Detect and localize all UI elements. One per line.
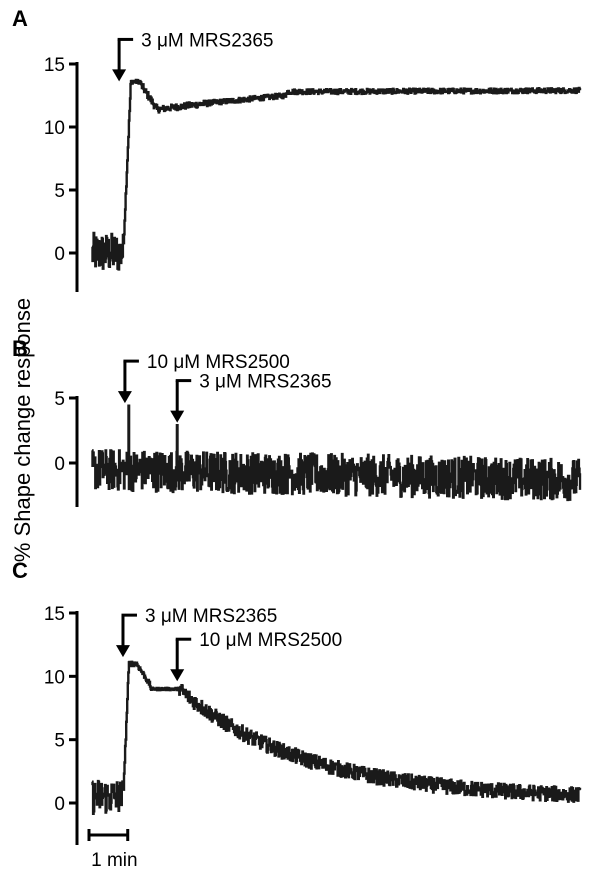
down-arrow-icon: [112, 69, 127, 82]
annotation: 3 μM MRS2365: [170, 372, 332, 423]
y-tick-label: 0: [54, 244, 65, 265]
y-tick-label: 15: [44, 55, 65, 76]
y-tick-label: 5: [54, 389, 65, 410]
panel-label: A: [12, 6, 28, 31]
panel-a: A 15 10 5 0 3 μM MRS2365: [12, 6, 582, 292]
trace-line: [91, 449, 582, 502]
panel-c: C 15 10 5 0 3 μM MRS2365 10 μM MRS2500: [12, 558, 582, 845]
annotation-label: 10 μM MRS2500: [147, 352, 290, 373]
annotation-label: 10 μM MRS2500: [199, 630, 342, 651]
y-tick-label: 10: [44, 667, 65, 688]
scale-bar: 1 min: [87, 829, 138, 871]
y-tick-label: 5: [54, 181, 65, 202]
down-arrow-icon: [170, 410, 185, 423]
annotation-label: 3 μM MRS2365: [141, 30, 273, 51]
y-tick-label: 15: [44, 604, 65, 625]
annotation-label: 3 μM MRS2365: [145, 606, 277, 627]
y-tick-label: 10: [44, 118, 65, 139]
y-axis-label: % Shape change response: [10, 298, 35, 562]
annotation: 10 μM MRS2500: [170, 630, 342, 682]
annotation: 3 μM MRS2365: [112, 30, 274, 82]
annotation: 10 μM MRS2500: [117, 352, 290, 404]
down-arrow-icon: [115, 645, 130, 658]
trace-line: [91, 78, 582, 271]
annotation-label: 3 μM MRS2365: [199, 372, 331, 393]
y-tick-label: 5: [54, 731, 65, 752]
scale-bar-label: 1 min: [91, 850, 137, 871]
trace-line: [91, 660, 582, 815]
y-tick-label: 0: [54, 454, 65, 475]
annotation: 3 μM MRS2365: [115, 606, 277, 658]
panel-label: C: [12, 558, 28, 583]
down-arrow-icon: [117, 391, 132, 404]
down-arrow-icon: [170, 669, 185, 682]
y-tick-label: 0: [54, 794, 65, 815]
panel-label: B: [12, 336, 28, 361]
